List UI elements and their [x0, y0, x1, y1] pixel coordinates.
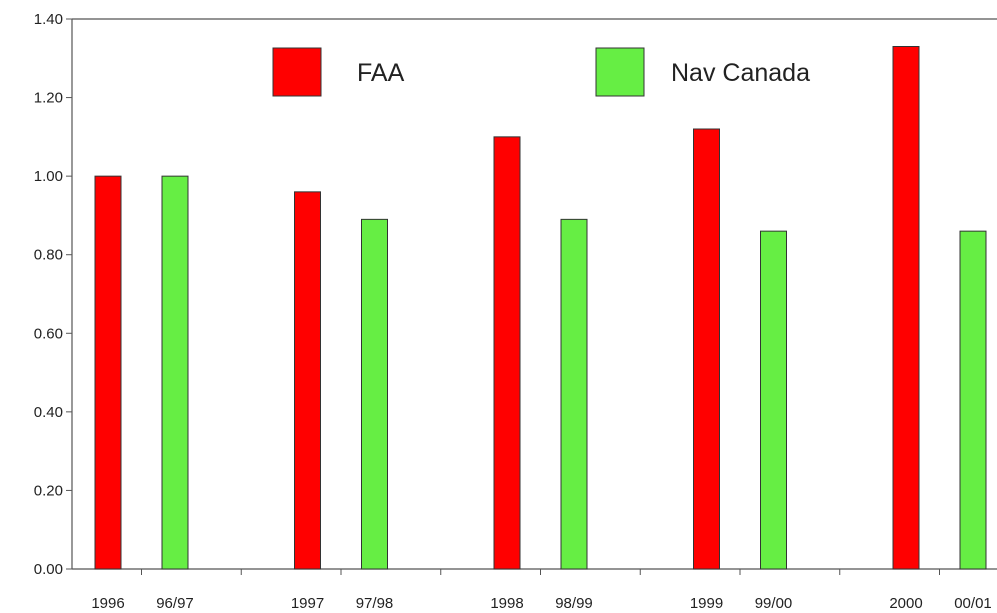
y-tick-label: 0.60 — [34, 325, 63, 342]
x-tick-label: 96/97 — [156, 595, 194, 612]
bars — [94, 46, 987, 570]
faa-bar — [294, 191, 321, 570]
nav-canada-bar — [959, 230, 987, 570]
x-axis-labels: 1996 96/97 1997 97/98 1998 98/99 1999 99/00 2000… — [91, 569, 992, 612]
nav-canada-bar — [560, 218, 588, 570]
legend-label-faa: FAA — [357, 59, 405, 87]
y-tick-label: 1.00 — [34, 168, 63, 185]
y-axis-ticks: 0.00 0.20 0.40 0.60 0.80 1.00 1.20 1.40 — [34, 11, 72, 578]
faa-bar — [892, 46, 920, 570]
legend-swatch-faa — [272, 47, 322, 97]
y-tick-label: 1.20 — [34, 90, 63, 107]
faa-bar — [493, 136, 521, 570]
nav-canada-bar — [361, 218, 388, 570]
x-tick-label: 2000 — [889, 595, 922, 612]
legend-label-nav-canada: Nav Canada — [671, 59, 810, 87]
x-tick-label: 1997 — [291, 595, 324, 612]
x-tick-label: 99/00 — [755, 595, 793, 612]
y-tick-label: 0.20 — [34, 482, 63, 499]
legend: FAA Nav Canada — [272, 47, 810, 97]
axes — [71, 18, 997, 570]
x-tick-label: 1996 — [91, 595, 124, 612]
x-tick-label: 00/01 — [954, 595, 992, 612]
y-tick-label: 1.40 — [34, 11, 63, 28]
nav-canada-bar — [161, 175, 189, 570]
legend-swatch-nav-canada — [595, 47, 645, 97]
y-tick-label: 0.00 — [34, 561, 63, 578]
x-tick-label: 97/98 — [356, 595, 394, 612]
x-tick-label: 1999 — [690, 595, 723, 612]
nav-canada-bar — [760, 230, 787, 570]
y-tick-label: 0.40 — [34, 404, 63, 421]
x-tick-label: 1998 — [490, 595, 523, 612]
faa-bar — [693, 128, 720, 570]
y-tick-label: 0.80 — [34, 247, 63, 264]
x-tick-label: 98/99 — [555, 595, 593, 612]
faa-bar — [94, 175, 122, 570]
